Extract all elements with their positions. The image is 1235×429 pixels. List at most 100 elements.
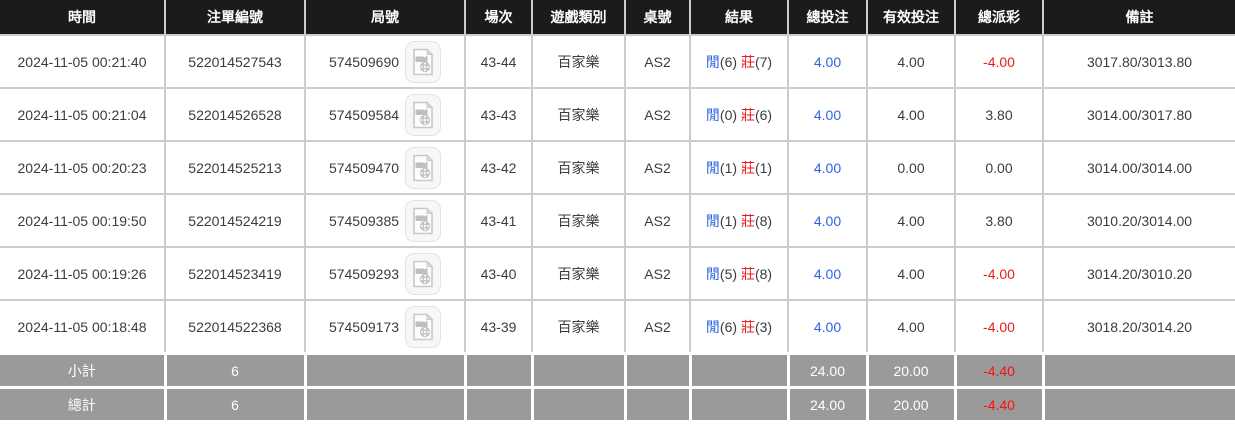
- result-player-score: (1): [719, 212, 738, 229]
- grand-total-empty-round: [303, 386, 465, 420]
- table-row: 2024-11-05 00:19:50 522014524219 5745093…: [0, 194, 1235, 248]
- cell-round: 574509293: [304, 247, 465, 301]
- table-header: 時間 注單編號 局號 場次 遊戲類別 桌號 結果 總投注 有效投注 總派彩 備註: [0, 0, 1235, 36]
- result-player-label: 閒: [705, 318, 720, 335]
- cell-valid-bet: 4.00: [866, 300, 955, 355]
- result-banker-score: (6): [754, 106, 773, 123]
- cell-result: 閒(1) 莊(8): [689, 194, 788, 248]
- cell-valid-bet: 4.00: [866, 194, 955, 248]
- cell-total-bet: 4.00: [787, 141, 867, 195]
- column-header-result: 結果: [689, 0, 788, 36]
- cell-valid-bet: 0.00: [866, 141, 955, 195]
- grand-total-row: 總計 6 24.00 20.00 -4.40: [0, 386, 1235, 420]
- cell-valid-bet: 4.00: [866, 88, 955, 142]
- result-player-label: 閒: [705, 212, 720, 229]
- result-banker-label: 莊: [740, 318, 755, 335]
- table-row: 2024-11-05 00:19:26 522014523419 5745092…: [0, 247, 1235, 301]
- column-header-total-bet: 總投注: [787, 0, 867, 36]
- round-number: 574509690: [328, 53, 400, 70]
- result-player-score: (5): [719, 265, 738, 282]
- cell-time: 2024-11-05 00:18:48: [0, 300, 165, 355]
- cell-result: 閒(6) 莊(3): [689, 300, 788, 355]
- cell-round: 574509173: [304, 300, 465, 355]
- round-number: 574509173: [328, 318, 400, 335]
- grand-total-empty-session: [463, 386, 532, 420]
- cell-result: 閒(5) 莊(8): [689, 247, 788, 301]
- cell-bet-id: 522014522368: [164, 300, 305, 355]
- result-banker-score: (7): [754, 53, 773, 70]
- cell-round: 574509690: [304, 35, 465, 89]
- cell-time: 2024-11-05 00:20:23: [0, 141, 165, 195]
- subtotal-label: 小計: [0, 352, 165, 388]
- cell-total-bet: 4.00: [787, 35, 867, 89]
- cell-result: 閒(0) 莊(6): [689, 88, 788, 142]
- cell-total-bet: 4.00: [787, 247, 867, 301]
- cell-table-no: AS2: [624, 247, 690, 301]
- cell-result: 閒(6) 莊(7): [689, 35, 788, 89]
- result-banker-label: 莊: [740, 106, 755, 123]
- result-player-score: (6): [719, 53, 738, 70]
- cell-total-bet: 4.00: [787, 194, 867, 248]
- column-header-round: 局號: [304, 0, 465, 36]
- table-row: 2024-11-05 00:21:40 522014527543 5745096…: [0, 35, 1235, 89]
- video-replay-icon[interactable]: [405, 93, 442, 136]
- cell-session: 43-40: [464, 247, 532, 301]
- video-replay-icon[interactable]: [405, 146, 442, 189]
- cell-time: 2024-11-05 00:19:26: [0, 247, 165, 301]
- result-player-label: 閒: [705, 265, 720, 282]
- result-banker-score: (8): [754, 265, 773, 282]
- cell-total-payout: 3.80: [954, 88, 1043, 142]
- column-header-bet-id: 注單編號: [164, 0, 305, 36]
- cell-total-bet: 4.00: [787, 88, 867, 142]
- column-header-session: 場次: [464, 0, 532, 36]
- column-header-valid-bet: 有效投注: [866, 0, 955, 36]
- round-number: 574509584: [328, 106, 400, 123]
- subtotal-total-bet: 24.00: [786, 352, 867, 388]
- table-row: 2024-11-05 00:20:23 522014525213 5745094…: [0, 141, 1235, 195]
- cell-time: 2024-11-05 00:21:04: [0, 88, 165, 142]
- cell-round: 574509470: [304, 141, 465, 195]
- cell-game-type: 百家樂: [531, 141, 625, 195]
- video-replay-icon[interactable]: [405, 252, 442, 295]
- video-replay-icon[interactable]: [405, 40, 442, 83]
- grand-total-total-payout: -4.40: [953, 386, 1043, 420]
- result-player-score: (0): [719, 106, 738, 123]
- cell-remark: 3010.20/3014.00: [1042, 194, 1235, 248]
- subtotal-row: 小計 6 24.00 20.00 -4.40: [0, 352, 1235, 388]
- result-banker-label: 莊: [740, 212, 755, 229]
- cell-round: 574509584: [304, 88, 465, 142]
- cell-session: 43-42: [464, 141, 532, 195]
- header-row: 時間 注單編號 局號 場次 遊戲類別 桌號 結果 總投注 有效投注 總派彩 備註: [0, 0, 1235, 36]
- subtotal-empty-result: [688, 352, 788, 388]
- cell-session: 43-44: [464, 35, 532, 89]
- video-replay-icon[interactable]: [405, 199, 442, 242]
- cell-table-no: AS2: [624, 35, 690, 89]
- cell-session: 43-43: [464, 88, 532, 142]
- subtotal-valid-bet: 20.00: [865, 352, 955, 388]
- grand-total-label: 總計: [0, 386, 165, 420]
- result-player-score: (1): [719, 159, 738, 176]
- cell-game-type: 百家樂: [531, 300, 625, 355]
- cell-game-type: 百家樂: [531, 88, 625, 142]
- column-header-total-payout: 總派彩: [954, 0, 1043, 36]
- grand-total-count: 6: [163, 386, 305, 420]
- result-player-label: 閒: [705, 53, 720, 70]
- cell-total-payout: -4.00: [954, 247, 1043, 301]
- cell-session: 43-41: [464, 194, 532, 248]
- cell-table-no: AS2: [624, 141, 690, 195]
- subtotal-empty-table-no: [623, 352, 690, 388]
- cell-remark: 3017.80/3013.80: [1042, 35, 1235, 89]
- cell-remark: 3018.20/3014.20: [1042, 300, 1235, 355]
- cell-table-no: AS2: [624, 194, 690, 248]
- cell-result: 閒(1) 莊(1): [689, 141, 788, 195]
- round-number: 574509470: [328, 159, 400, 176]
- table-body: 2024-11-05 00:21:40 522014527543 5745096…: [0, 35, 1235, 355]
- column-header-game-type: 遊戲類別: [531, 0, 625, 36]
- grand-total-empty-result: [688, 386, 788, 420]
- cell-bet-id: 522014523419: [164, 247, 305, 301]
- table-row: 2024-11-05 00:21:04 522014526528 5745095…: [0, 88, 1235, 142]
- grand-total-empty-table-no: [623, 386, 690, 420]
- video-replay-icon[interactable]: [405, 305, 442, 348]
- subtotal-count: 6: [163, 352, 305, 388]
- cell-remark: 3014.00/3014.00: [1042, 141, 1235, 195]
